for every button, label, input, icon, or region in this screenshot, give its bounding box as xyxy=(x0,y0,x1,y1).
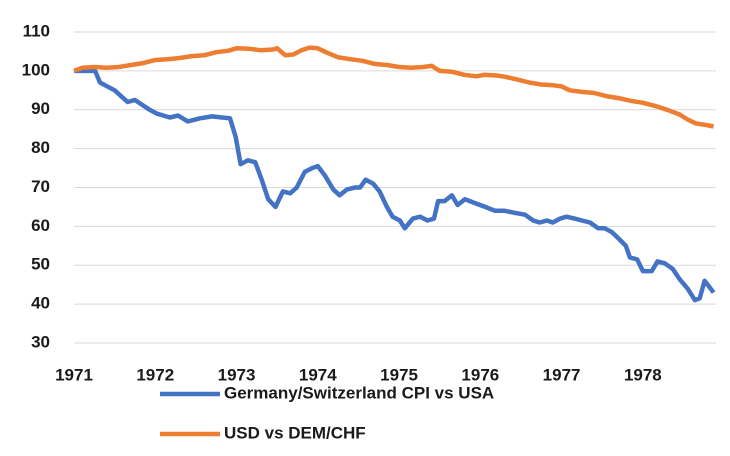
series-line xyxy=(73,45,715,129)
x-tick-label: 1976 xyxy=(461,365,499,384)
y-tick-label: 30 xyxy=(31,332,50,351)
legend-label: USD vs DEM/CHF xyxy=(224,423,366,442)
x-tick-label: 1977 xyxy=(543,365,581,384)
x-tick-label: 1974 xyxy=(299,365,337,384)
y-tick-label: 80 xyxy=(31,138,50,157)
x-tick-label: 1971 xyxy=(55,365,93,384)
y-tick-label: 90 xyxy=(31,99,50,118)
x-tick-label: 1975 xyxy=(380,365,418,384)
x-tick-label: 1972 xyxy=(136,365,174,384)
x-tick-label: 1978 xyxy=(624,365,662,384)
y-tick-label: 110 xyxy=(23,21,50,40)
x-tick-label: 1973 xyxy=(218,365,256,384)
series-line xyxy=(74,68,716,303)
y-tick-label: 50 xyxy=(31,255,50,274)
y-tick-label: 70 xyxy=(31,177,50,196)
y-tick-label: 100 xyxy=(22,60,50,79)
y-tick-label: 60 xyxy=(31,216,50,235)
legend-label: Germany/Switzerland CPI vs USA xyxy=(224,383,494,402)
y-tick-label: 40 xyxy=(31,294,50,313)
